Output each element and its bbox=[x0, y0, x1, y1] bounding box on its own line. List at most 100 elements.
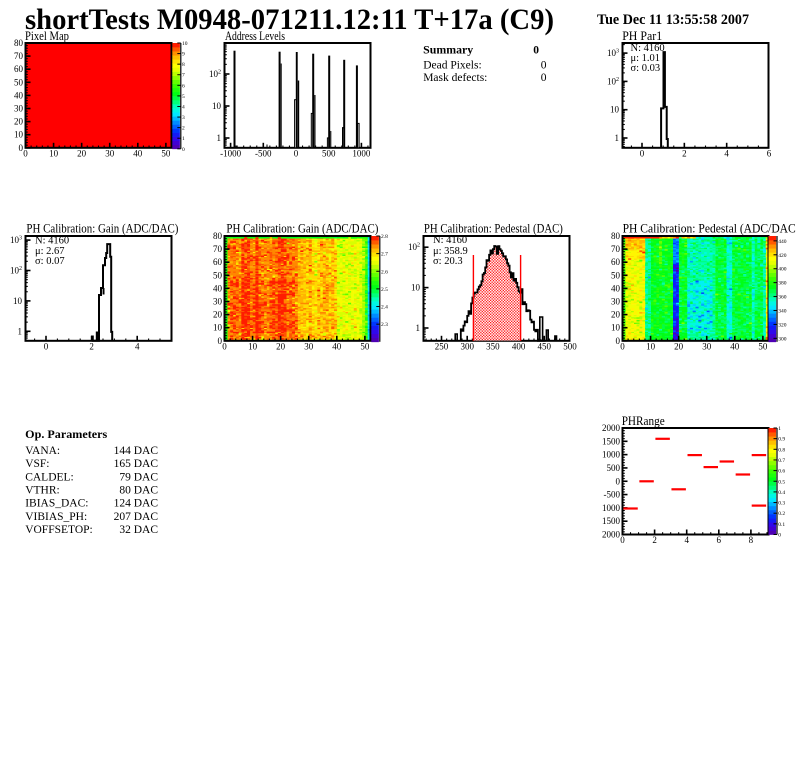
svg-text:50: 50 bbox=[758, 341, 768, 351]
svg-text:1: 1 bbox=[182, 136, 185, 142]
svg-text:2: 2 bbox=[682, 148, 687, 158]
svg-text:10: 10 bbox=[212, 101, 222, 111]
svg-text:VOFFSETOP:: VOFFSETOP: bbox=[25, 524, 93, 536]
svg-text:0: 0 bbox=[778, 533, 781, 539]
svg-text:Summary: Summary bbox=[423, 45, 473, 57]
svg-text:10: 10 bbox=[13, 296, 23, 306]
svg-text:340: 340 bbox=[778, 308, 787, 314]
svg-text:60: 60 bbox=[611, 257, 621, 267]
svg-text:20: 20 bbox=[77, 148, 87, 158]
svg-text:80: 80 bbox=[611, 231, 621, 241]
svg-text:300: 300 bbox=[460, 341, 474, 351]
svg-text:80: 80 bbox=[213, 231, 223, 241]
svg-text:10: 10 bbox=[646, 341, 656, 351]
svg-text:30: 30 bbox=[702, 341, 712, 351]
svg-text:20: 20 bbox=[611, 310, 621, 320]
svg-text:3: 3 bbox=[182, 115, 185, 121]
svg-text:1: 1 bbox=[217, 133, 222, 143]
svg-text:2.5: 2.5 bbox=[381, 287, 388, 293]
svg-text:μ: 2.67: μ: 2.67 bbox=[35, 246, 65, 257]
svg-text:0.4: 0.4 bbox=[778, 490, 785, 496]
svg-text:250: 250 bbox=[435, 341, 449, 351]
svg-text:4: 4 bbox=[182, 104, 185, 110]
svg-text:PH Par1: PH Par1 bbox=[622, 29, 662, 43]
svg-text:0.1: 0.1 bbox=[778, 522, 785, 528]
svg-text:2.3: 2.3 bbox=[381, 322, 388, 328]
svg-text:shortTests M0948-071211.12:11: shortTests M0948-071211.12:11 T+17a (C9) bbox=[25, 3, 554, 36]
svg-text:10: 10 bbox=[49, 148, 59, 158]
svg-text:50: 50 bbox=[611, 270, 621, 280]
svg-text:30: 30 bbox=[14, 104, 24, 114]
svg-text:50: 50 bbox=[360, 341, 370, 351]
svg-text:60: 60 bbox=[213, 257, 223, 267]
svg-text:1: 1 bbox=[778, 426, 781, 432]
svg-text:80: 80 bbox=[14, 38, 24, 48]
svg-text:0: 0 bbox=[620, 535, 625, 545]
svg-text:320: 320 bbox=[778, 322, 787, 328]
svg-text:40: 40 bbox=[730, 341, 740, 351]
svg-text:70: 70 bbox=[611, 244, 621, 254]
svg-text:Tue Dec 11 13:55:58 2007: Tue Dec 11 13:55:58 2007 bbox=[597, 12, 749, 28]
svg-text:2000: 2000 bbox=[602, 530, 621, 540]
svg-text:μ: 1.01: μ: 1.01 bbox=[631, 53, 661, 64]
svg-text:50: 50 bbox=[161, 148, 171, 158]
svg-text:6: 6 bbox=[767, 148, 772, 158]
svg-text:10: 10 bbox=[14, 130, 24, 140]
svg-text:2.7: 2.7 bbox=[381, 252, 388, 258]
svg-text:10: 10 bbox=[610, 105, 620, 115]
svg-text:σ: 0.07: σ: 0.07 bbox=[35, 256, 65, 267]
svg-text:8: 8 bbox=[749, 535, 754, 545]
svg-text:450: 450 bbox=[538, 341, 552, 351]
svg-text:80 DAC: 80 DAC bbox=[119, 484, 158, 496]
svg-text:0.2: 0.2 bbox=[778, 511, 785, 517]
svg-text:10: 10 bbox=[611, 323, 621, 333]
svg-text:7: 7 bbox=[182, 73, 185, 79]
svg-text:70: 70 bbox=[14, 51, 24, 61]
svg-text:420: 420 bbox=[778, 253, 787, 259]
svg-text:2.6: 2.6 bbox=[381, 269, 388, 275]
svg-text:0: 0 bbox=[616, 336, 621, 346]
svg-text:20: 20 bbox=[276, 341, 286, 351]
svg-text:40: 40 bbox=[611, 283, 621, 293]
svg-text:0: 0 bbox=[541, 60, 547, 72]
svg-text:0.9: 0.9 bbox=[778, 437, 785, 443]
svg-text:VANA:: VANA: bbox=[25, 445, 60, 457]
svg-text:1: 1 bbox=[18, 326, 23, 336]
svg-text:20: 20 bbox=[14, 117, 24, 127]
svg-text:360: 360 bbox=[778, 295, 787, 301]
svg-text:144 DAC: 144 DAC bbox=[114, 445, 159, 457]
svg-text:μ: 358.9: μ: 358.9 bbox=[433, 246, 468, 257]
svg-text:PH Calibration: Gain (ADC/DAC): PH Calibration: Gain (ADC/DAC) bbox=[26, 221, 178, 235]
svg-text:102: 102 bbox=[10, 266, 22, 276]
svg-text:Dead Pixels:: Dead Pixels: bbox=[423, 60, 481, 72]
svg-text:2000: 2000 bbox=[602, 423, 621, 433]
svg-text:1000: 1000 bbox=[602, 503, 621, 513]
svg-text:103: 103 bbox=[10, 235, 22, 245]
svg-text:-1000: -1000 bbox=[220, 148, 241, 158]
svg-text:32 DAC: 32 DAC bbox=[119, 524, 158, 536]
svg-text:0: 0 bbox=[620, 341, 625, 351]
svg-text:0: 0 bbox=[533, 45, 539, 57]
svg-text:0.6: 0.6 bbox=[778, 469, 785, 475]
svg-text:1000: 1000 bbox=[352, 148, 371, 158]
svg-text:0: 0 bbox=[294, 148, 299, 158]
svg-text:4: 4 bbox=[135, 341, 140, 351]
svg-text:2: 2 bbox=[182, 126, 185, 132]
svg-text:380: 380 bbox=[778, 281, 787, 287]
svg-text:Address Levels: Address Levels bbox=[225, 29, 285, 43]
svg-text:0: 0 bbox=[23, 148, 28, 158]
svg-text:30: 30 bbox=[304, 341, 314, 351]
svg-text:40: 40 bbox=[213, 283, 223, 293]
svg-text:102: 102 bbox=[408, 242, 420, 252]
svg-text:0: 0 bbox=[19, 143, 24, 153]
svg-text:σ: 20.3: σ: 20.3 bbox=[433, 256, 463, 267]
svg-text:2: 2 bbox=[652, 535, 657, 545]
svg-text:30: 30 bbox=[105, 148, 115, 158]
svg-text:500: 500 bbox=[607, 463, 621, 473]
svg-text:N: 4160: N: 4160 bbox=[35, 235, 69, 246]
svg-text:PH Calibration: Pedestal (ADC/: PH Calibration: Pedestal (ADC/DAC) bbox=[623, 221, 796, 235]
svg-text:IBIAS_DAC:: IBIAS_DAC: bbox=[25, 498, 88, 510]
svg-text:VTHR:: VTHR: bbox=[25, 484, 60, 496]
svg-text:PH Calibration: Gain (ADC/DAC): PH Calibration: Gain (ADC/DAC) bbox=[226, 221, 378, 235]
svg-text:6: 6 bbox=[182, 83, 185, 89]
